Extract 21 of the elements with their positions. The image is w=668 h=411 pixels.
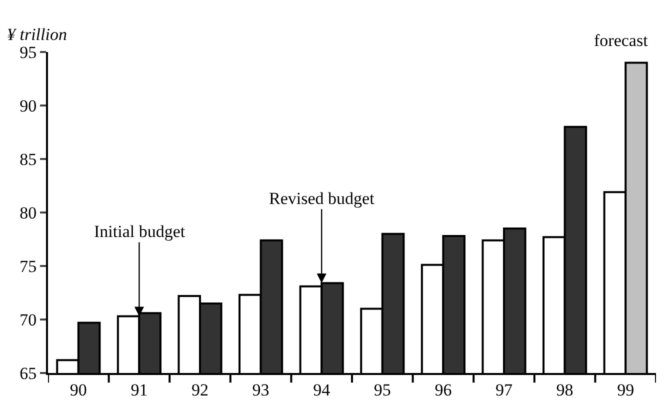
- annotation: Revised budget: [269, 189, 375, 208]
- x-tick-label: 93: [252, 380, 270, 400]
- y-tick-label: 85: [20, 150, 37, 169]
- x-tick-label: 94: [313, 380, 331, 400]
- y-tick-label: 65: [20, 364, 37, 383]
- y-tick-label: 90: [20, 96, 37, 116]
- x-tick-label: 97: [496, 380, 513, 400]
- text: forecast: [594, 31, 648, 50]
- x-tick-label: 90: [70, 380, 87, 400]
- annotation: Initial budget: [94, 222, 186, 241]
- y-axis-title: ¥ trillion: [7, 25, 67, 44]
- y-tick-label: 75: [20, 256, 37, 276]
- x-tick-label: 96: [434, 380, 452, 400]
- y-tick-label: 95: [20, 42, 37, 62]
- y-tick-label: 70: [20, 310, 37, 330]
- x-tick-label: 95: [374, 380, 391, 400]
- x-tick-label: 92: [192, 380, 208, 400]
- y-tick-label: 80: [20, 203, 37, 222]
- x-tick-label: 98: [556, 380, 574, 400]
- x-tick-label: 91: [130, 380, 148, 400]
- x-tick-label: 99: [617, 380, 634, 400]
